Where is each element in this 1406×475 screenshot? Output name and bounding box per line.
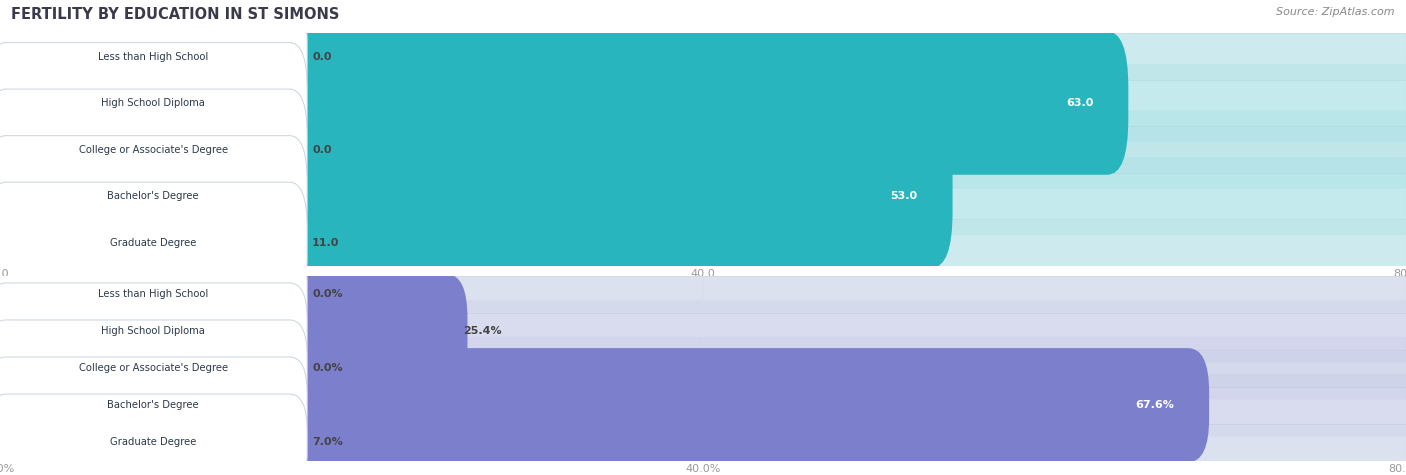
FancyBboxPatch shape <box>0 313 1406 350</box>
FancyBboxPatch shape <box>0 31 1129 175</box>
FancyBboxPatch shape <box>0 263 1406 399</box>
FancyBboxPatch shape <box>0 64 1406 235</box>
FancyBboxPatch shape <box>0 276 1406 313</box>
FancyBboxPatch shape <box>0 219 1406 266</box>
FancyBboxPatch shape <box>0 182 308 303</box>
FancyBboxPatch shape <box>0 246 308 342</box>
FancyBboxPatch shape <box>0 0 1406 142</box>
FancyBboxPatch shape <box>0 126 1406 173</box>
Text: 7.0%: 7.0% <box>312 437 343 447</box>
Text: 53.0: 53.0 <box>890 191 917 201</box>
FancyBboxPatch shape <box>0 111 1406 282</box>
FancyBboxPatch shape <box>0 337 1406 474</box>
Text: 0.0%: 0.0% <box>312 363 343 373</box>
FancyBboxPatch shape <box>0 385 145 475</box>
Text: 0.0%: 0.0% <box>312 289 343 299</box>
FancyBboxPatch shape <box>0 18 1406 189</box>
FancyBboxPatch shape <box>0 300 1406 437</box>
FancyBboxPatch shape <box>0 424 1406 461</box>
Text: Bachelor's Degree: Bachelor's Degree <box>107 400 200 410</box>
Text: College or Associate's Degree: College or Associate's Degree <box>79 144 228 155</box>
FancyBboxPatch shape <box>0 136 308 256</box>
FancyBboxPatch shape <box>0 394 308 475</box>
FancyBboxPatch shape <box>0 124 953 268</box>
FancyBboxPatch shape <box>0 387 1406 424</box>
Text: High School Diploma: High School Diploma <box>101 98 205 108</box>
FancyBboxPatch shape <box>0 348 1209 462</box>
Text: 11.0: 11.0 <box>312 238 339 248</box>
FancyBboxPatch shape <box>0 283 308 379</box>
FancyBboxPatch shape <box>0 374 1406 475</box>
Text: Less than High School: Less than High School <box>98 51 208 62</box>
FancyBboxPatch shape <box>0 80 1406 126</box>
FancyBboxPatch shape <box>0 33 1406 80</box>
Text: 0.0: 0.0 <box>312 144 332 155</box>
FancyBboxPatch shape <box>0 89 308 210</box>
FancyBboxPatch shape <box>0 173 1406 219</box>
FancyBboxPatch shape <box>0 320 308 416</box>
FancyBboxPatch shape <box>0 43 308 163</box>
FancyBboxPatch shape <box>0 157 1406 328</box>
Text: 63.0: 63.0 <box>1066 98 1094 108</box>
Text: 25.4%: 25.4% <box>464 326 502 336</box>
Text: 67.6%: 67.6% <box>1135 400 1174 410</box>
Text: 0.0: 0.0 <box>312 51 332 62</box>
FancyBboxPatch shape <box>0 171 215 314</box>
FancyBboxPatch shape <box>0 357 308 453</box>
Text: Source: ZipAtlas.com: Source: ZipAtlas.com <box>1277 7 1395 17</box>
Text: College or Associate's Degree: College or Associate's Degree <box>79 363 228 373</box>
Text: FERTILITY BY EDUCATION IN ST SIMONS: FERTILITY BY EDUCATION IN ST SIMONS <box>11 7 340 22</box>
FancyBboxPatch shape <box>0 226 1406 362</box>
Text: Less than High School: Less than High School <box>98 289 208 299</box>
Text: High School Diploma: High School Diploma <box>101 326 205 336</box>
Text: Graduate Degree: Graduate Degree <box>110 238 197 248</box>
Text: Bachelor's Degree: Bachelor's Degree <box>107 191 200 201</box>
Text: Graduate Degree: Graduate Degree <box>110 437 197 447</box>
FancyBboxPatch shape <box>0 274 467 388</box>
FancyBboxPatch shape <box>0 350 1406 387</box>
FancyBboxPatch shape <box>0 0 308 117</box>
